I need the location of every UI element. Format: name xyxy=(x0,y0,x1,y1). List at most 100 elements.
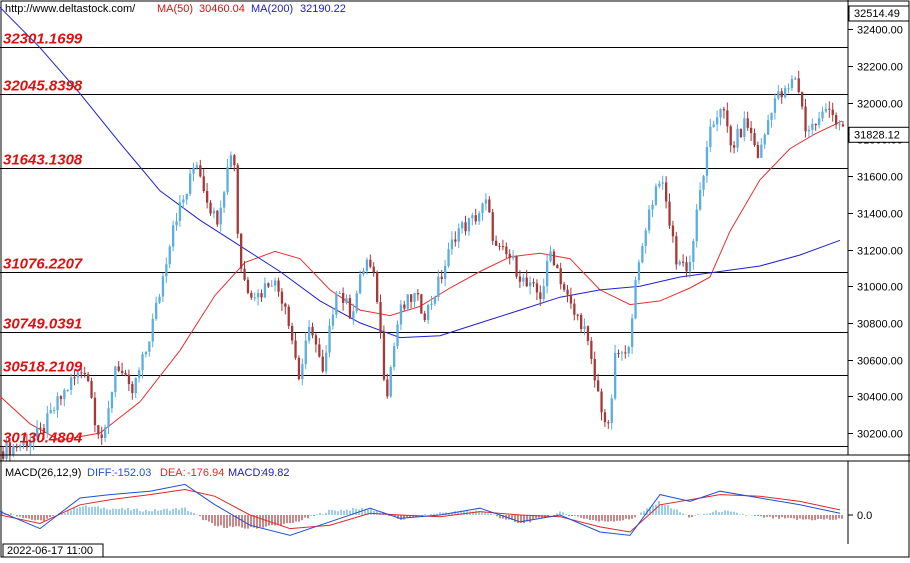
y-tick-label-10: 32200.00 xyxy=(857,62,903,74)
candle-body xyxy=(209,202,212,214)
level-labels: 32301.1699 32045.8398 31643.1308 31076.2207… xyxy=(3,31,83,447)
candle-body xyxy=(301,364,304,380)
candle-body xyxy=(478,213,481,222)
candle-body xyxy=(546,261,549,287)
candle-body xyxy=(440,276,443,280)
candle-body xyxy=(471,215,474,219)
y-tick-label-4: 31000.00 xyxy=(857,282,903,294)
candle-body xyxy=(236,165,239,234)
candle-body xyxy=(355,293,358,312)
candle-body xyxy=(110,392,114,409)
candle-body xyxy=(515,255,518,277)
candle-body xyxy=(709,126,712,147)
candle-body xyxy=(661,182,664,184)
candle-body xyxy=(682,261,685,263)
candle-body xyxy=(195,165,199,168)
candle-body xyxy=(348,298,352,319)
candle-body xyxy=(223,192,226,208)
top-price-label: 32514.49 xyxy=(854,8,900,20)
candle-body xyxy=(314,335,318,345)
site-url: http://www.deltastock.com/ xyxy=(5,3,136,15)
candle-body xyxy=(410,294,413,302)
candle-body xyxy=(838,124,841,126)
candle-body xyxy=(692,241,695,262)
candle-body xyxy=(199,165,202,177)
level-label-3: 31076.2207 xyxy=(3,256,83,273)
candle-body xyxy=(620,352,624,354)
candle-body xyxy=(841,124,845,127)
candle-body xyxy=(719,109,722,118)
candle-body xyxy=(185,193,188,200)
macd-diff-line xyxy=(0,483,841,536)
candles xyxy=(2,70,845,462)
candle-body xyxy=(532,282,535,284)
candle-body xyxy=(491,212,494,241)
candle-body xyxy=(576,314,579,316)
candle-body xyxy=(767,120,770,135)
candle-body xyxy=(644,230,647,246)
candle-body xyxy=(631,318,634,347)
level-label-0: 32301.1699 xyxy=(3,31,83,48)
candle-body xyxy=(505,246,508,255)
candle-body xyxy=(372,266,375,273)
candle-body xyxy=(87,374,90,382)
candle-body xyxy=(97,425,100,435)
candle-body xyxy=(393,346,396,368)
ma50-value: 30460.04 xyxy=(199,3,245,15)
candle-body xyxy=(593,358,596,381)
candle-body xyxy=(627,346,630,354)
candle-body xyxy=(291,325,294,341)
candle-body xyxy=(542,286,545,299)
candle-body xyxy=(212,210,216,214)
candle-body xyxy=(685,262,688,272)
candle-body xyxy=(671,225,675,237)
candle-body xyxy=(739,128,743,137)
candle-body xyxy=(525,277,528,287)
candle-body xyxy=(484,199,488,204)
candle-body xyxy=(821,111,824,119)
candle-body xyxy=(233,155,236,166)
candle-body xyxy=(549,251,552,262)
current-price-label: 31828.12 xyxy=(854,129,900,141)
candle-body xyxy=(556,265,559,269)
candle-body xyxy=(161,276,165,297)
candle-body xyxy=(559,268,562,285)
candle-body xyxy=(722,109,726,111)
candle-body xyxy=(379,302,382,333)
macd-dea-value: -176.94 xyxy=(187,467,224,479)
candle-body xyxy=(454,239,457,242)
candle-body xyxy=(433,297,437,304)
candle-body xyxy=(760,144,763,158)
candle-body xyxy=(321,356,324,372)
candle-body xyxy=(36,427,39,437)
candle-body xyxy=(518,276,522,282)
candle-body xyxy=(240,233,243,269)
candle-body xyxy=(733,145,736,148)
ma50-label: MA(50) xyxy=(157,3,193,15)
candle-body xyxy=(712,124,715,127)
candle-body xyxy=(226,167,229,193)
candle-body xyxy=(192,167,195,174)
candle-body xyxy=(263,283,267,298)
level-label-5: 30518.2109 xyxy=(3,359,83,376)
candle-body xyxy=(277,280,280,292)
candle-body xyxy=(165,264,168,277)
candle-body xyxy=(678,261,681,265)
candle-body xyxy=(603,412,607,423)
candle-body xyxy=(386,379,389,397)
candle-body xyxy=(406,294,409,309)
candle-body xyxy=(325,352,328,372)
candle-body xyxy=(467,218,471,232)
candle-body xyxy=(437,276,440,298)
candle-body xyxy=(19,445,22,448)
candle-body xyxy=(835,115,838,125)
candle-body xyxy=(117,366,120,371)
candle-body xyxy=(423,313,426,320)
candle-body xyxy=(743,118,746,137)
macd-dea-line xyxy=(0,488,841,533)
candle-body xyxy=(362,270,365,275)
candle-body xyxy=(818,118,821,126)
candle-body xyxy=(250,292,253,298)
